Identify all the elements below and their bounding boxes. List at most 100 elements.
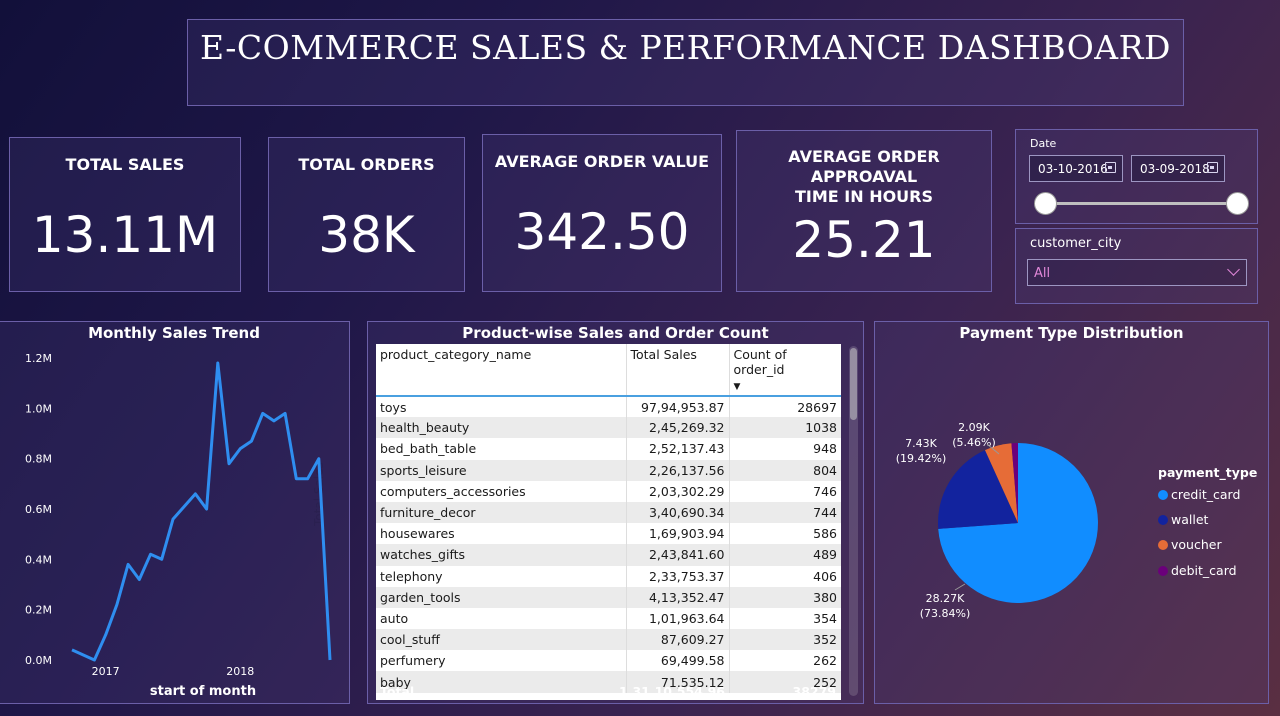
pie-chart[interactable]: 28.27K (73.84%) 7.43K (19.42%) 2.09K (5.46%) bbox=[875, 322, 1270, 705]
kpi-total-sales[interactable]: TOTAL SALES 13.11M bbox=[9, 137, 241, 292]
table-scrollbar-thumb[interactable] bbox=[850, 348, 857, 420]
sort-descending-icon: ▼ bbox=[733, 382, 741, 392]
kpi-label-line2: TIME IN HOURS bbox=[794, 187, 934, 206]
customer-city-dropdown[interactable]: All bbox=[1027, 259, 1247, 286]
table-row[interactable]: housewares 1,69,903.94 586 bbox=[376, 523, 841, 545]
column-header-total-sales[interactable]: Total Sales bbox=[625, 344, 729, 397]
table-row[interactable]: toys 97,94,953.87 28697 bbox=[376, 396, 841, 418]
pie-slice-credit-card[interactable] bbox=[938, 443, 1098, 603]
sales-trend-line[interactable] bbox=[71, 361, 332, 662]
cell-order-count: 352 bbox=[728, 629, 841, 651]
customer-city-slicer: customer_city All bbox=[1015, 228, 1258, 304]
date-range-track[interactable] bbox=[1044, 202, 1238, 205]
table-row[interactable]: cool_stuff 87,609.27 352 bbox=[376, 629, 841, 651]
payment-type-visual[interactable]: Payment Type Distribution 28.27K (73.84%)… bbox=[874, 321, 1269, 704]
line-chart[interactable]: Total Sales start of month 0.0M0.2M0.4M0… bbox=[0, 322, 351, 705]
table-row[interactable]: perfumery 69,499.58 262 bbox=[376, 650, 841, 672]
table-row[interactable]: telephony 2,33,753.37 406 bbox=[376, 565, 841, 587]
cell-order-count: 1038 bbox=[728, 417, 841, 439]
legend-item-wallet[interactable]: wallet bbox=[1158, 512, 1208, 527]
kpi-value: 342.50 bbox=[514, 203, 690, 261]
cell-order-count: 28697 bbox=[728, 396, 841, 418]
pie-slice-debit-card[interactable] bbox=[1011, 443, 1018, 523]
kpi-label: AVERAGE ORDER VALUE bbox=[494, 152, 710, 171]
cell-category: bed_bath_table bbox=[380, 441, 477, 457]
start-date-input[interactable]: 03-10-2016 bbox=[1029, 155, 1123, 182]
legend-item-credit-card[interactable]: credit_card bbox=[1158, 487, 1240, 502]
table-row[interactable]: computers_accessories 2,03,302.29 746 bbox=[376, 480, 841, 502]
cell-total-sales: 2,52,137.43 bbox=[625, 438, 729, 460]
y-tick-label: 0.4M bbox=[25, 553, 52, 566]
cell-total-sales: 97,94,953.87 bbox=[625, 396, 729, 418]
cell-category: garden_tools bbox=[376, 586, 626, 608]
x-tick-label: 2018 bbox=[226, 665, 254, 678]
y-tick-label: 0.0M bbox=[25, 654, 52, 667]
column-header-category[interactable]: product_category_name bbox=[376, 344, 626, 397]
table-row[interactable]: bed_bath_table 2,52,137.43 948 bbox=[376, 438, 841, 460]
column-header-order-count-label: Count of order_id bbox=[733, 347, 787, 377]
x-axis-title: start of month bbox=[150, 684, 256, 699]
cell-order-count: 948 bbox=[728, 438, 841, 460]
cell-order-count: 262 bbox=[728, 650, 841, 672]
date-range-start-handle[interactable] bbox=[1034, 192, 1057, 215]
legend-label: voucher bbox=[1171, 537, 1222, 552]
table-title: Product-wise Sales and Order Count bbox=[462, 324, 769, 342]
table-row[interactable]: health_beauty 2,45,269.32 1038 bbox=[376, 417, 841, 439]
pie-data-label: 7.43K bbox=[905, 437, 937, 450]
cell-category: cool_stuff bbox=[376, 629, 626, 651]
kpi-label: TOTAL ORDERS bbox=[298, 155, 435, 174]
customer-city-label: customer_city bbox=[1030, 236, 1122, 251]
kpi-value: 38K bbox=[318, 206, 415, 264]
date-range-end-handle[interactable] bbox=[1226, 192, 1249, 215]
legend-dot bbox=[1158, 540, 1168, 550]
column-header-order-count[interactable]: Count of order_id ▼ bbox=[728, 344, 841, 397]
kpi-total-orders[interactable]: TOTAL ORDERS 38K bbox=[268, 137, 465, 292]
kpi-label-line1: AVERAGE ORDER APPROAVAL bbox=[788, 147, 940, 186]
y-tick-label: 0.2M bbox=[25, 604, 52, 617]
legend-item-voucher[interactable]: voucher bbox=[1158, 537, 1222, 552]
y-tick-label: 1.2M bbox=[25, 352, 52, 365]
cell-total-sales: 2,43,841.60 bbox=[625, 544, 729, 566]
calendar-icon[interactable] bbox=[1105, 162, 1116, 173]
cell-total-sales: 3,40,690.34 bbox=[625, 501, 729, 524]
cell-order-count: 586 bbox=[728, 523, 841, 545]
kpi-avg-approval-time[interactable]: AVERAGE ORDER APPROAVAL TIME IN HOURS 25… bbox=[736, 130, 992, 292]
table-scrollbar-track[interactable] bbox=[849, 346, 858, 696]
kpi-avg-order-value[interactable]: AVERAGE ORDER VALUE 342.50 bbox=[482, 134, 722, 292]
table-row[interactable]: watches_gifts 2,43,841.60 489 bbox=[376, 544, 841, 566]
cell-category: perfumery bbox=[380, 653, 446, 669]
legend-item-debit-card[interactable]: debit_card bbox=[1158, 563, 1237, 578]
kpi-value: 25.21 bbox=[792, 211, 936, 269]
table-total-row: Total 1,31,10,554.96 38279 bbox=[376, 680, 841, 702]
monthly-sales-trend-visual[interactable]: Monthly Sales Trend Total Sales start of… bbox=[0, 321, 350, 704]
table-row[interactable]: furniture_decor 3,40,690.34 744 bbox=[376, 501, 841, 524]
total-sales-value: 1,31,10,554.96 bbox=[619, 684, 725, 699]
pie-slice-wallet[interactable] bbox=[937, 450, 1018, 529]
pie-data-label: (73.84%) bbox=[920, 607, 971, 620]
product-table-visual[interactable]: Product-wise Sales and Order Count produ… bbox=[367, 321, 864, 704]
table-row[interactable]: sports_leisure 2,26,137.56 804 bbox=[376, 459, 841, 481]
cell-order-count: 252 bbox=[728, 671, 841, 693]
y-tick-label: 1.0M bbox=[25, 402, 52, 415]
y-tick-label: 0.8M bbox=[25, 453, 52, 466]
table-row[interactable]: baby 71,535.12 252 bbox=[376, 671, 841, 693]
legend-label: wallet bbox=[1171, 512, 1209, 527]
chevron-down-icon[interactable] bbox=[1227, 263, 1240, 276]
end-date-value: 03-09-2018 bbox=[1140, 162, 1210, 176]
kpi-label: TOTAL SALES bbox=[65, 155, 185, 174]
total-count-value: 38279 bbox=[792, 684, 837, 699]
legend-title: payment_type bbox=[1158, 465, 1258, 480]
pie-slice-voucher[interactable] bbox=[985, 443, 1018, 523]
table-row[interactable]: auto 1,01,963.64 354 bbox=[376, 607, 841, 630]
calendar-icon[interactable] bbox=[1207, 162, 1218, 173]
cell-order-count: 406 bbox=[728, 565, 841, 587]
table-body: toys 97,94,953.87 28697 health_beauty 2,45,2… bbox=[376, 396, 841, 693]
cell-total-sales: 2,33,753.37 bbox=[625, 565, 729, 587]
table-row[interactable]: garden_tools 4,13,352.47 380 bbox=[376, 586, 841, 608]
legend-dot bbox=[1158, 490, 1168, 500]
pie-data-label: (19.42%) bbox=[896, 452, 947, 465]
leader-line bbox=[986, 443, 1000, 455]
legend-label: debit_card bbox=[1171, 563, 1237, 578]
cell-category: telephony bbox=[380, 568, 443, 584]
end-date-input[interactable]: 03-09-2018 bbox=[1131, 155, 1225, 182]
